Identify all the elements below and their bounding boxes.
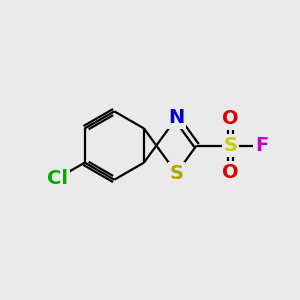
Text: O: O [222,110,239,128]
Text: S: S [169,164,183,183]
Text: S: S [224,136,238,155]
Text: O: O [222,163,239,182]
Text: N: N [168,108,184,128]
Text: F: F [255,136,268,155]
Text: Cl: Cl [47,169,68,188]
